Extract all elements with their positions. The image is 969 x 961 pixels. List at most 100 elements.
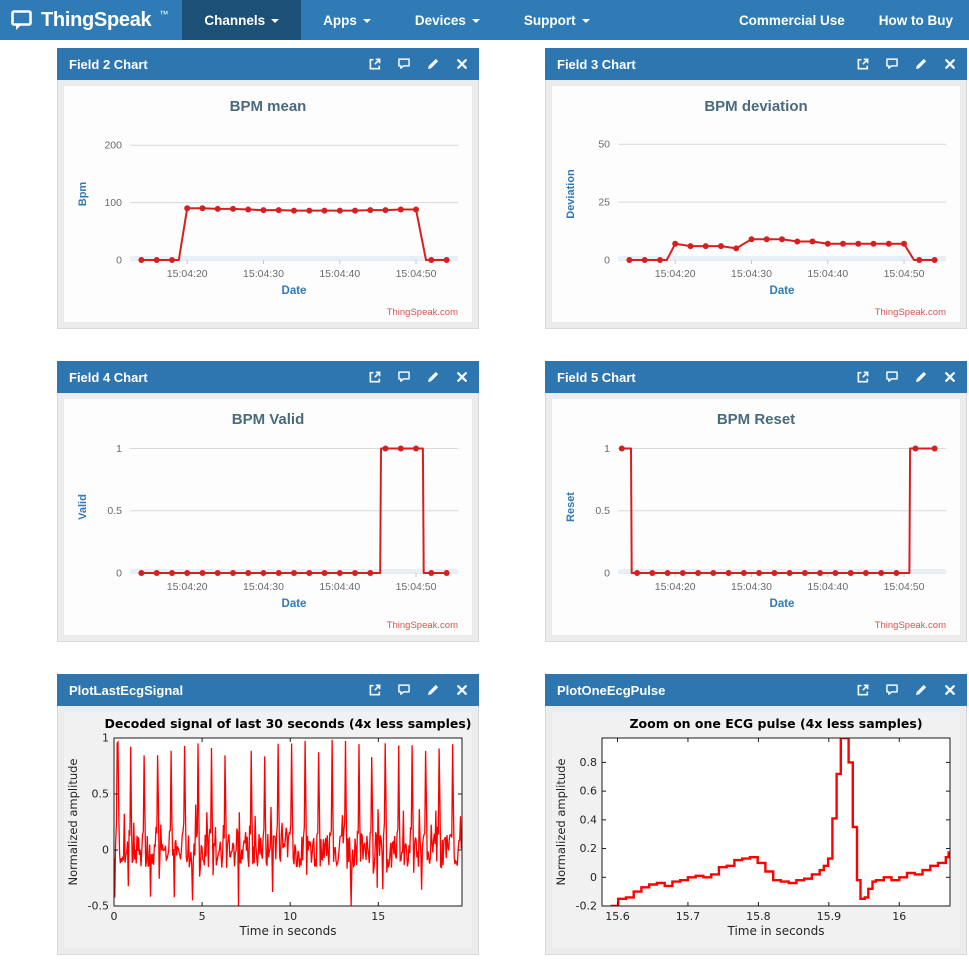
svg-text:15.9: 15.9 [817,910,842,923]
nav-item-support[interactable]: Support [502,0,612,40]
svg-text:0: 0 [111,910,118,923]
chevron-down-icon [471,19,480,23]
open-in-new-icon[interactable] [856,683,870,697]
svg-text:15:04:50: 15:04:50 [396,268,437,280]
svg-text:0.4: 0.4 [580,813,598,826]
panel-title: Field 3 Chart [557,56,636,72]
panel-header: Field 2 Chart [57,48,479,80]
chevron-down-icon [581,19,590,23]
panel-field-5-chart: Field 5 Chart BPM Reset 0 0.5 1 15:04:20 15:0… [545,361,967,642]
close-icon[interactable] [943,57,957,71]
panel-plot-last-ecg-signal: PlotLastEcgSignal Decoded signal of last… [57,674,479,955]
svg-text:0.2: 0.2 [580,842,598,855]
edit-icon[interactable] [426,57,440,71]
svg-text:Bpm: Bpm [77,182,89,207]
svg-text:Normalized amplitude: Normalized amplitude [554,759,568,886]
svg-text:BPM Reset: BPM Reset [717,411,795,428]
panel-title: Field 4 Chart [69,369,148,385]
open-in-new-icon[interactable] [856,370,870,384]
open-in-new-icon[interactable] [368,57,382,71]
svg-text:15.8: 15.8 [746,910,771,923]
svg-text:0: 0 [116,568,122,580]
chart-bpm-valid[interactable]: BPM Valid 0 0.5 1 15:04:20 15:04:30 15:04:40 15… [64,399,472,635]
panel-plot-one-ecg-pulse: PlotOneEcgPulse Zoom on one ECG pulse (4… [545,674,967,955]
svg-text:Normalized amplitude: Normalized amplitude [66,759,80,886]
svg-text:Decoded signal of last 30 seco: Decoded signal of last 30 seconds (4x le… [105,716,472,731]
chart-bpm-reset[interactable]: BPM Reset 0 0.5 1 15:04:20 15:04:30 15:04:40 15… [552,399,960,635]
svg-text:15:04:30: 15:04:30 [731,581,772,593]
speech-bubble-icon [10,8,34,32]
svg-text:BPM Valid: BPM Valid [232,411,305,428]
dashboard-grid: Field 2 Chart BPM mean 0 100 200 15:04:20 15:… [0,40,969,955]
chart-decoded-ecg-signal: Decoded signal of last 30 seconds (4x le… [64,712,472,948]
brand-name: ThingSpeak [41,8,152,31]
svg-text:0.6: 0.6 [580,785,598,798]
svg-text:15.7: 15.7 [676,910,701,923]
svg-text:ThingSpeak.com: ThingSpeak.com [875,307,946,318]
thingspeak-logo[interactable]: ThingSpeak ™ [0,0,182,40]
comment-icon[interactable] [397,57,411,71]
close-icon[interactable] [455,370,469,384]
nav-link-commercial-use[interactable]: Commercial Use [738,12,845,28]
svg-text:0.5: 0.5 [107,505,122,517]
svg-text:5: 5 [199,910,206,923]
svg-text:Date: Date [770,598,795,610]
edit-icon[interactable] [914,57,928,71]
svg-text:Reset: Reset [565,492,577,522]
svg-text:15: 15 [371,910,385,923]
open-in-new-icon[interactable] [856,57,870,71]
panel-header: PlotOneEcgPulse [545,674,967,706]
svg-text:0: 0 [590,871,597,884]
close-icon[interactable] [455,57,469,71]
svg-text:Valid: Valid [77,494,89,520]
svg-text:0: 0 [604,255,610,267]
comment-icon[interactable] [397,683,411,697]
edit-icon[interactable] [426,683,440,697]
edit-icon[interactable] [914,683,928,697]
svg-text:0.8: 0.8 [580,756,598,769]
nav-link-how-to-buy[interactable]: How to Buy [878,12,953,28]
chart-one-ecg-pulse: Zoom on one ECG pulse (4x less samples) 1… [552,712,960,948]
comment-icon[interactable] [885,57,899,71]
svg-text:15:04:40: 15:04:40 [319,268,360,280]
svg-text:Zoom on one ECG pulse (4x less: Zoom on one ECG pulse (4x less samples) [629,716,922,731]
svg-text:Date: Date [282,285,307,297]
trademark-symbol: ™ [159,9,169,19]
svg-text:15:04:20: 15:04:20 [167,268,208,280]
open-in-new-icon[interactable] [368,370,382,384]
top-navbar: ThingSpeak ™ Channels Apps Devices Suppor… [0,0,969,40]
comment-icon[interactable] [397,370,411,384]
chart-bpm-deviation[interactable]: BPM deviation 0 25 50 15:04:20 15:04:30 15:04:… [552,86,960,322]
svg-text:15:04:30: 15:04:30 [243,581,284,593]
svg-text:15:04:50: 15:04:50 [884,268,925,280]
svg-text:15:04:50: 15:04:50 [884,581,925,593]
svg-text:0: 0 [102,844,109,857]
panel-field-2-chart: Field 2 Chart BPM mean 0 100 200 15:04:20 15:… [57,48,479,329]
panel-title: Field 5 Chart [557,369,636,385]
nav-item-devices[interactable]: Devices [393,0,502,40]
svg-text:15:04:20: 15:04:20 [655,268,696,280]
close-icon[interactable] [943,370,957,384]
comment-icon[interactable] [885,683,899,697]
svg-text:0.5: 0.5 [92,788,110,801]
svg-text:0: 0 [604,568,610,580]
chart-bpm-mean[interactable]: BPM mean 0 100 200 15:04:20 15:04:30 15:04:40 1… [64,86,472,322]
panel-field-4-chart: Field 4 Chart BPM Valid 0 0.5 1 15:04:20 15:0… [57,361,479,642]
svg-text:ThingSpeak.com: ThingSpeak.com [875,620,946,631]
comment-icon[interactable] [885,370,899,384]
svg-text:100: 100 [104,197,122,209]
nav-item-channels[interactable]: Channels [182,0,302,40]
svg-text:15.6: 15.6 [605,910,630,923]
edit-icon[interactable] [426,370,440,384]
close-icon[interactable] [455,683,469,697]
svg-text:16: 16 [892,910,906,923]
svg-text:1: 1 [102,732,109,745]
panel-header: Field 5 Chart [545,361,967,393]
secondary-nav: Commercial Use How to Buy [739,0,969,40]
panel-title: PlotOneEcgPulse [557,682,666,698]
main-nav: Channels Apps Devices Support [182,0,611,40]
open-in-new-icon[interactable] [368,683,382,697]
nav-item-apps[interactable]: Apps [301,0,393,40]
edit-icon[interactable] [914,370,928,384]
close-icon[interactable] [943,683,957,697]
